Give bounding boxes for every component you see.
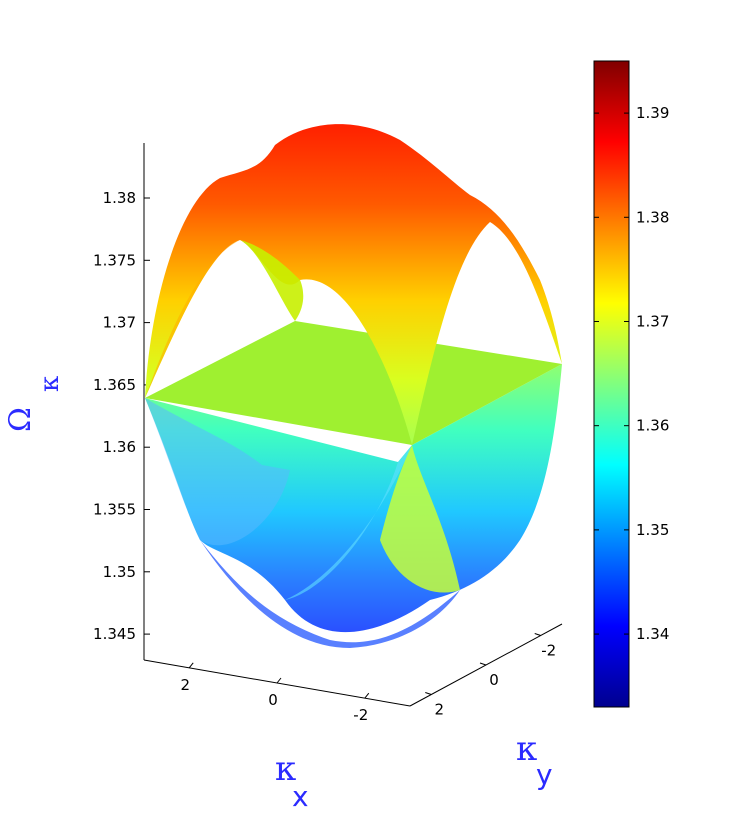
z-tick-label: 1.35 [103, 563, 136, 581]
z-tick-label: 1.345 [93, 625, 136, 643]
x-tick-label: -2 [353, 706, 368, 724]
z-tick-label: 1.37 [103, 314, 136, 332]
colorbar [593, 60, 630, 708]
z-label-symbol: Ω [3, 407, 38, 432]
y-tick-mark [479, 662, 487, 666]
x-tick-mark [188, 662, 194, 669]
colorbar-tick-label: 1.34 [636, 625, 669, 643]
x-tick-label: 0 [268, 691, 278, 709]
x-label-sub: x [292, 780, 309, 813]
y-label-sub: y [536, 758, 553, 791]
colorbar-ticks: 1.39 1.38 1.37 1.36 1.35 1.34 [594, 104, 669, 643]
y-axis-label: κ y [516, 729, 553, 791]
x-tick-mark [276, 677, 282, 684]
z-tick-label: 1.375 [93, 251, 136, 269]
x-axis-label: κ x [275, 749, 309, 813]
z-label-sub: κ [35, 376, 65, 392]
x-label-symbol: κ [275, 749, 296, 789]
y-tick-label: 0 [489, 671, 499, 689]
colorbar-tick-label: 1.39 [636, 104, 669, 122]
z-axis-label: Ω κ [3, 376, 65, 432]
z-tick-label: 1.36 [103, 438, 136, 456]
y-label-symbol: κ [516, 729, 537, 769]
y-tick-mark [534, 633, 541, 636]
z-tick-label: 1.38 [103, 189, 136, 207]
lower-band-surface [145, 364, 562, 648]
y-tick-label: 2 [435, 701, 445, 719]
colorbar-tick-label: 1.36 [636, 417, 669, 435]
flat-band-surface [145, 321, 562, 445]
z-tick-label: 1.365 [93, 376, 136, 394]
x-tick-label: 2 [180, 676, 190, 694]
colorbar-tick-label: 1.38 [636, 208, 669, 226]
upper-band-surface [145, 124, 562, 445]
z-axis-ticks: 1.38 1.375 1.37 1.365 1.36 1.355 1.35 1.345 [93, 189, 150, 643]
y-tick-label: -2 [541, 641, 556, 659]
z-tick-label: 1.355 [93, 501, 136, 519]
x-axis-ticks: 2 0 -2 [180, 662, 370, 724]
colorbar-tick-label: 1.37 [636, 312, 669, 330]
colorbar-tick-label: 1.35 [636, 521, 669, 539]
y-axis-ticks: -2 0 2 [425, 633, 556, 719]
x-tick-mark [364, 692, 370, 699]
y-tick-mark [425, 692, 432, 695]
